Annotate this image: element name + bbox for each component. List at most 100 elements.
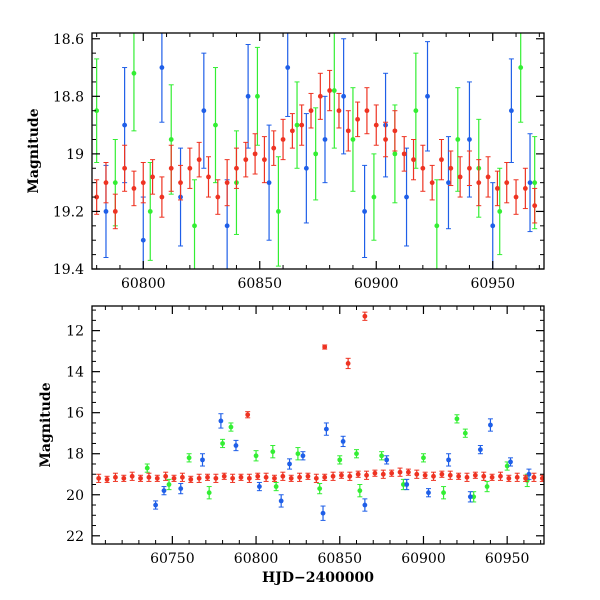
bottom-light-curve-panel: 60750 60800 60850 60900 60950 12 14 16 18 20 22 Ma… [38,305,545,586]
top-blue-data-point [103,209,109,214]
bottom-green-data-point [421,455,426,461]
bottom-panel-frame [91,305,545,545]
top-red-data-point [252,151,258,157]
top-blue-data-point [508,108,514,114]
top-red-data-point [131,186,137,191]
top-y-axis-label: Magnitude [26,108,42,193]
bottom-red-data-point [238,474,244,480]
top-red-data-point [495,186,500,191]
top-red-data-point [485,174,491,180]
top-x-tick-label: 60800 [121,276,166,292]
top-red-data-point [513,194,519,200]
top-green-data-point [371,194,377,200]
bottom-red-data-point [481,473,487,479]
top-blue-data-point [122,122,128,128]
bottom-y-tick-label: 20 [66,488,84,504]
top-blue-data-point [425,93,430,99]
top-red-data-point [336,108,342,114]
top-light-curve-panel: 60800 60850 60900 60950 18.6 18.8 19 19.2 19.4 M… [26,32,545,292]
bottom-x-axis-label: HJD−2400000 [262,570,374,586]
bottom-green-data-point [186,455,192,461]
bottom-blue-data-point [508,459,513,465]
top-red-data-point [262,157,267,163]
top-green-data-point [168,137,174,142]
bottom-green-data-point [504,463,510,469]
bottom-red-data-point [447,472,453,478]
bottom-red-data-point [213,475,219,481]
bottom-blue-data-point [178,486,184,492]
bottom-red-data-point [339,472,344,478]
bottom-green-data-point [220,441,225,446]
bottom-blue-data-point [320,510,326,516]
top-red-data-point [243,157,249,163]
bottom-blue-data-point [257,484,262,489]
top-red-data-point [392,128,398,134]
bottom-y-tick-label: 12 [66,324,84,340]
bottom-x-tick-label: 60850 [317,551,362,567]
top-red-data-point [224,180,230,186]
bottom-blue-data-point [488,422,493,428]
bottom-blue-data-point [467,494,473,500]
bottom-blue-data-point [278,498,284,504]
bottom-red-data-point [255,473,261,479]
bottom-green-data-point [441,490,446,496]
bottom-red-data-point [506,475,512,481]
top-red-data-point [439,157,444,163]
top-red-data-point [522,186,528,191]
top-red-data-point [289,128,295,134]
top-panel-data-marks [94,33,538,269]
bottom-green-data-point [484,484,490,489]
bottom-red-data-point [422,472,428,478]
top-red-data-point [373,122,379,128]
bottom-red-data-point [322,474,328,480]
top-green-data-point [313,151,319,157]
bottom-red-data-point [372,470,378,476]
bottom-red-data-point [263,474,269,480]
top-red-data-point [457,174,463,180]
bottom-red-data-point [439,471,445,477]
bottom-green-data-point [273,484,279,489]
bottom-y-axis-label: Magnitude [38,382,54,467]
bottom-red-data-point [96,475,102,481]
bottom-panel-data-marks [96,311,544,521]
top-red-data-point [150,174,155,180]
top-green-data-point [213,122,218,128]
top-red-data-point [159,194,165,200]
top-red-data-point [196,157,202,163]
bottom-blue-data-point [287,461,292,467]
bottom-green-data-point [253,453,259,459]
bottom-red-data-point [489,474,495,480]
top-blue-data-point [322,137,328,142]
top-green-data-point [434,223,440,229]
bottom-blue-data-point [362,502,368,508]
bottom-red-data-point [305,473,311,479]
top-y-tick-label: 19.2 [53,204,84,220]
bottom-red-data-point [523,475,528,481]
bottom-green-data-point [317,486,323,492]
top-red-data-point [299,122,305,128]
bottom-red-data-point [121,475,127,481]
bottom-red-data-point [154,475,160,481]
top-green-data-point [497,209,503,214]
top-blue-data-point [341,93,347,99]
bottom-red-data-point [180,474,185,480]
bottom-blue-data-point [323,426,329,432]
top-red-data-point [280,137,286,142]
bottom-blue-data-point [446,457,451,463]
bottom-red-data-point [330,473,336,479]
top-red-data-point [345,128,351,134]
bottom-red-data-point [456,473,462,479]
top-blue-data-point [159,65,165,70]
bottom-green-data-point [206,490,212,496]
top-red-data-point [94,194,100,200]
top-y-tick-label: 19.4 [53,262,84,278]
top-green-data-point [413,108,419,114]
bottom-red-data-point [347,473,353,479]
top-red-data-point [308,108,314,114]
bottom-x-tick-label: 60750 [150,551,195,567]
bottom-green-data-point [454,416,460,422]
top-red-data-point [355,116,361,122]
top-red-data-point [234,165,239,171]
bottom-red-data-point [221,473,227,479]
